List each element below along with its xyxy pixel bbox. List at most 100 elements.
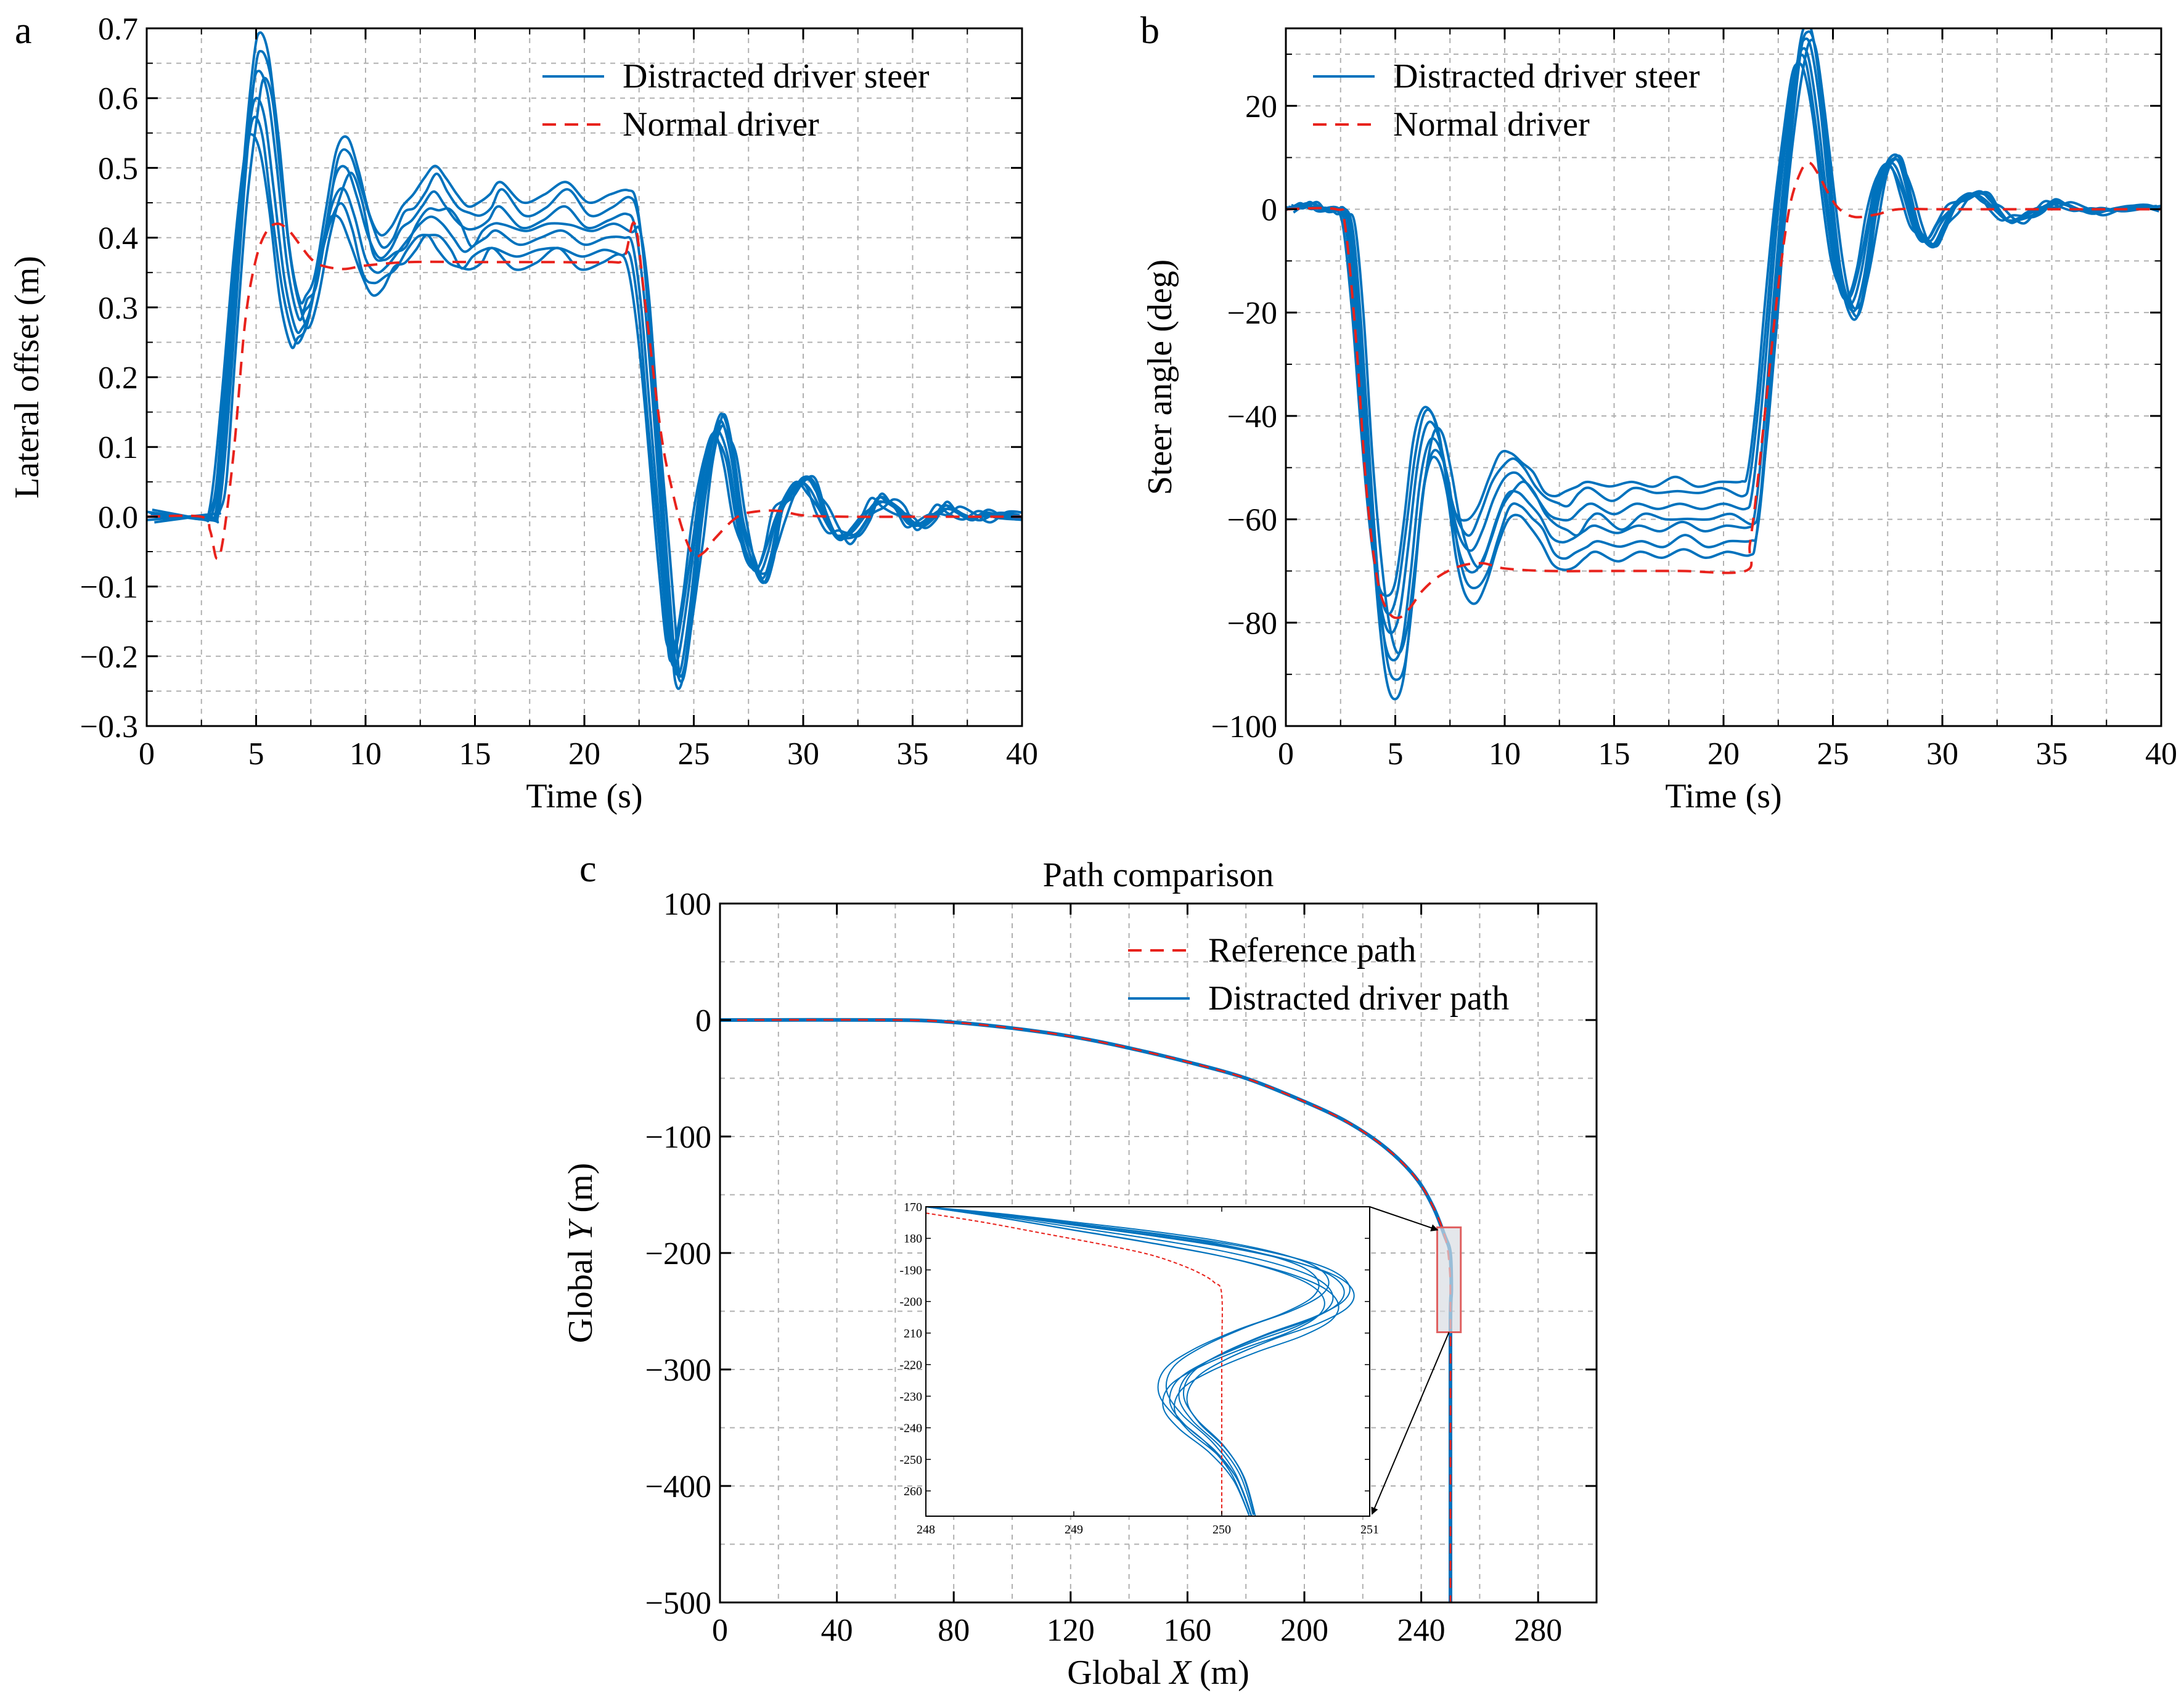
panel-b: 0 5 10 15 20 25 30 35 40 −100 −80 −60 −40 −20 0 20 Time … — [1140, 10, 2177, 815]
x-tick-label: 20 — [568, 737, 600, 772]
inset-y-tick-label: -190 — [899, 1263, 922, 1277]
connector-arrows — [1369, 1206, 1450, 1515]
y-axis-label-unit: (m) — [562, 1163, 600, 1222]
inset-series-line-reference — [926, 1212, 1223, 1516]
y-tick-label: 100 — [663, 887, 711, 922]
y-axis-label: Lateral offset (m) — [8, 256, 46, 499]
y-axis-label-var: Y — [562, 1218, 600, 1241]
x-tick-label: 160 — [1163, 1613, 1211, 1648]
y-tick-label: −0.2 — [80, 640, 138, 675]
x-tick-label: 280 — [1514, 1613, 1562, 1648]
x-tick-label: 15 — [1598, 737, 1630, 772]
inset-series-group — [926, 1207, 1355, 1516]
inset-y-tick-label: -250 — [899, 1453, 922, 1467]
y-axis-label: Steer angle (deg) — [1141, 259, 1179, 495]
inset-y-tick-label: 170 — [904, 1201, 922, 1214]
x-tick-label: 35 — [897, 737, 929, 772]
series-line-distracted-run-7 — [150, 31, 1022, 690]
series-line-normal — [147, 221, 1022, 560]
panel-letter: b — [1140, 10, 1159, 52]
series-line-distracted-run-5 — [147, 133, 1018, 654]
x-tick-label: 40 — [821, 1613, 853, 1648]
x-tick-label: 0 — [712, 1613, 728, 1648]
zoom-box — [1436, 1226, 1462, 1334]
x-axis-label: Time (s) — [526, 777, 642, 815]
y-tick-label: 0.6 — [98, 81, 138, 116]
y-tick-label: −40 — [1227, 399, 1277, 435]
inset-y-tick-label: -230 — [899, 1390, 922, 1403]
y-tick-label: −500 — [645, 1586, 711, 1621]
y-tick-label: 0.5 — [98, 151, 138, 186]
y-tick-label: −100 — [645, 1120, 711, 1155]
inset-x-tick-label: 251 — [1360, 1523, 1379, 1537]
y-tick-label: −20 — [1227, 296, 1277, 331]
series-group — [147, 31, 1022, 690]
x-tick-label: 25 — [1817, 737, 1849, 772]
panel-letter: c — [579, 848, 597, 890]
x-tick-label: 120 — [1047, 1613, 1095, 1648]
ticks — [719, 902, 1597, 1604]
inset-y-tick-label: -240 — [899, 1422, 922, 1435]
inset-plot-area — [926, 1207, 1370, 1516]
inset-x-tick-label: 250 — [1213, 1523, 1231, 1537]
legend-label: Reference path — [1208, 931, 1416, 969]
x-tick-label: 20 — [1708, 737, 1740, 772]
x-tick-label: 30 — [1926, 737, 1958, 772]
y-tick-label: −300 — [645, 1353, 711, 1388]
y-tick-label: −200 — [645, 1236, 711, 1271]
panel-a: 0 5 10 15 20 25 30 35 40 −0.3 −0.2 −0.1 0.0 0.1 0.2 0.3… — [8, 10, 1038, 815]
legend-label: Distracted driver steer — [623, 57, 930, 96]
y-tick-label: −400 — [645, 1469, 711, 1504]
x-axis-label: Global X (m) — [1067, 1654, 1249, 1692]
series-line-normal — [1286, 161, 2161, 619]
inset-y-tick-label: 260 — [904, 1485, 922, 1498]
inset-series-line-distracted-run-2 — [926, 1207, 1345, 1516]
y-tick-label: 0 — [1261, 192, 1277, 227]
legend-label: Normal driver — [1393, 105, 1590, 144]
x-tick-label: 0 — [1278, 737, 1294, 772]
y-tick-label: 0.2 — [98, 361, 138, 396]
inset-y-tick-label: 210 — [904, 1327, 922, 1341]
y-tick-label: −100 — [1211, 709, 1277, 745]
x-tick-label: 0 — [139, 737, 155, 772]
x-tick-label: 10 — [1489, 737, 1521, 772]
x-axis-label-var: X — [1169, 1654, 1193, 1692]
inset-frame — [925, 1206, 1370, 1517]
y-tick-label: 0.3 — [98, 291, 138, 326]
x-tick-label: 5 — [1388, 737, 1404, 772]
legend: Reference path Distracted driver path — [1128, 931, 1509, 1018]
series-line-distracted-run-5 — [1286, 62, 2157, 597]
legend-label: Distracted driver path — [1208, 979, 1509, 1018]
y-axis-label-text: Global — [562, 1241, 600, 1343]
series-group — [1286, 28, 2161, 701]
legend-label: Normal driver — [623, 105, 819, 144]
inset-x-tick-label: 249 — [1065, 1523, 1083, 1537]
y-tick-label: −0.3 — [80, 709, 138, 745]
y-tick-label: 0.0 — [98, 500, 138, 535]
y-tick-label: 0 — [695, 1003, 711, 1039]
x-tick-label: 200 — [1280, 1613, 1328, 1648]
ticks — [1285, 28, 2162, 727]
y-tick-label: 0.7 — [98, 12, 138, 47]
inset-series-line-distracted-run-7 — [926, 1207, 1355, 1516]
series-line-distracted-run-7 — [1290, 28, 2161, 701]
x-tick-label: 40 — [1006, 737, 1038, 772]
y-tick-label: 20 — [1245, 89, 1277, 124]
inset-y-tick-label: -200 — [899, 1296, 922, 1309]
y-tick-label: −60 — [1227, 503, 1277, 538]
x-tick-label: 35 — [2036, 737, 2068, 772]
y-axis-label: Global Y (m) — [562, 1163, 600, 1343]
inset-y-tick-label: -220 — [899, 1358, 922, 1372]
inset-y-tick-label: 180 — [904, 1232, 922, 1246]
x-tick-label: 240 — [1397, 1613, 1446, 1648]
connector-arrow-top — [1369, 1206, 1439, 1231]
panel-c: 0 40 80 120 160 200 240 280 −500 −400 −300 −200 −100… — [562, 848, 1598, 1692]
inset-series-line-distracted-run-8 — [926, 1207, 1330, 1514]
ticks — [145, 27, 1023, 727]
x-tick-label: 80 — [938, 1613, 970, 1648]
inset-series-line-distracted-run-5 — [926, 1207, 1320, 1514]
panel-letter: a — [15, 10, 32, 52]
legend-label: Distracted driver steer — [1393, 57, 1700, 96]
x-axis-label-text: Global — [1067, 1654, 1169, 1692]
